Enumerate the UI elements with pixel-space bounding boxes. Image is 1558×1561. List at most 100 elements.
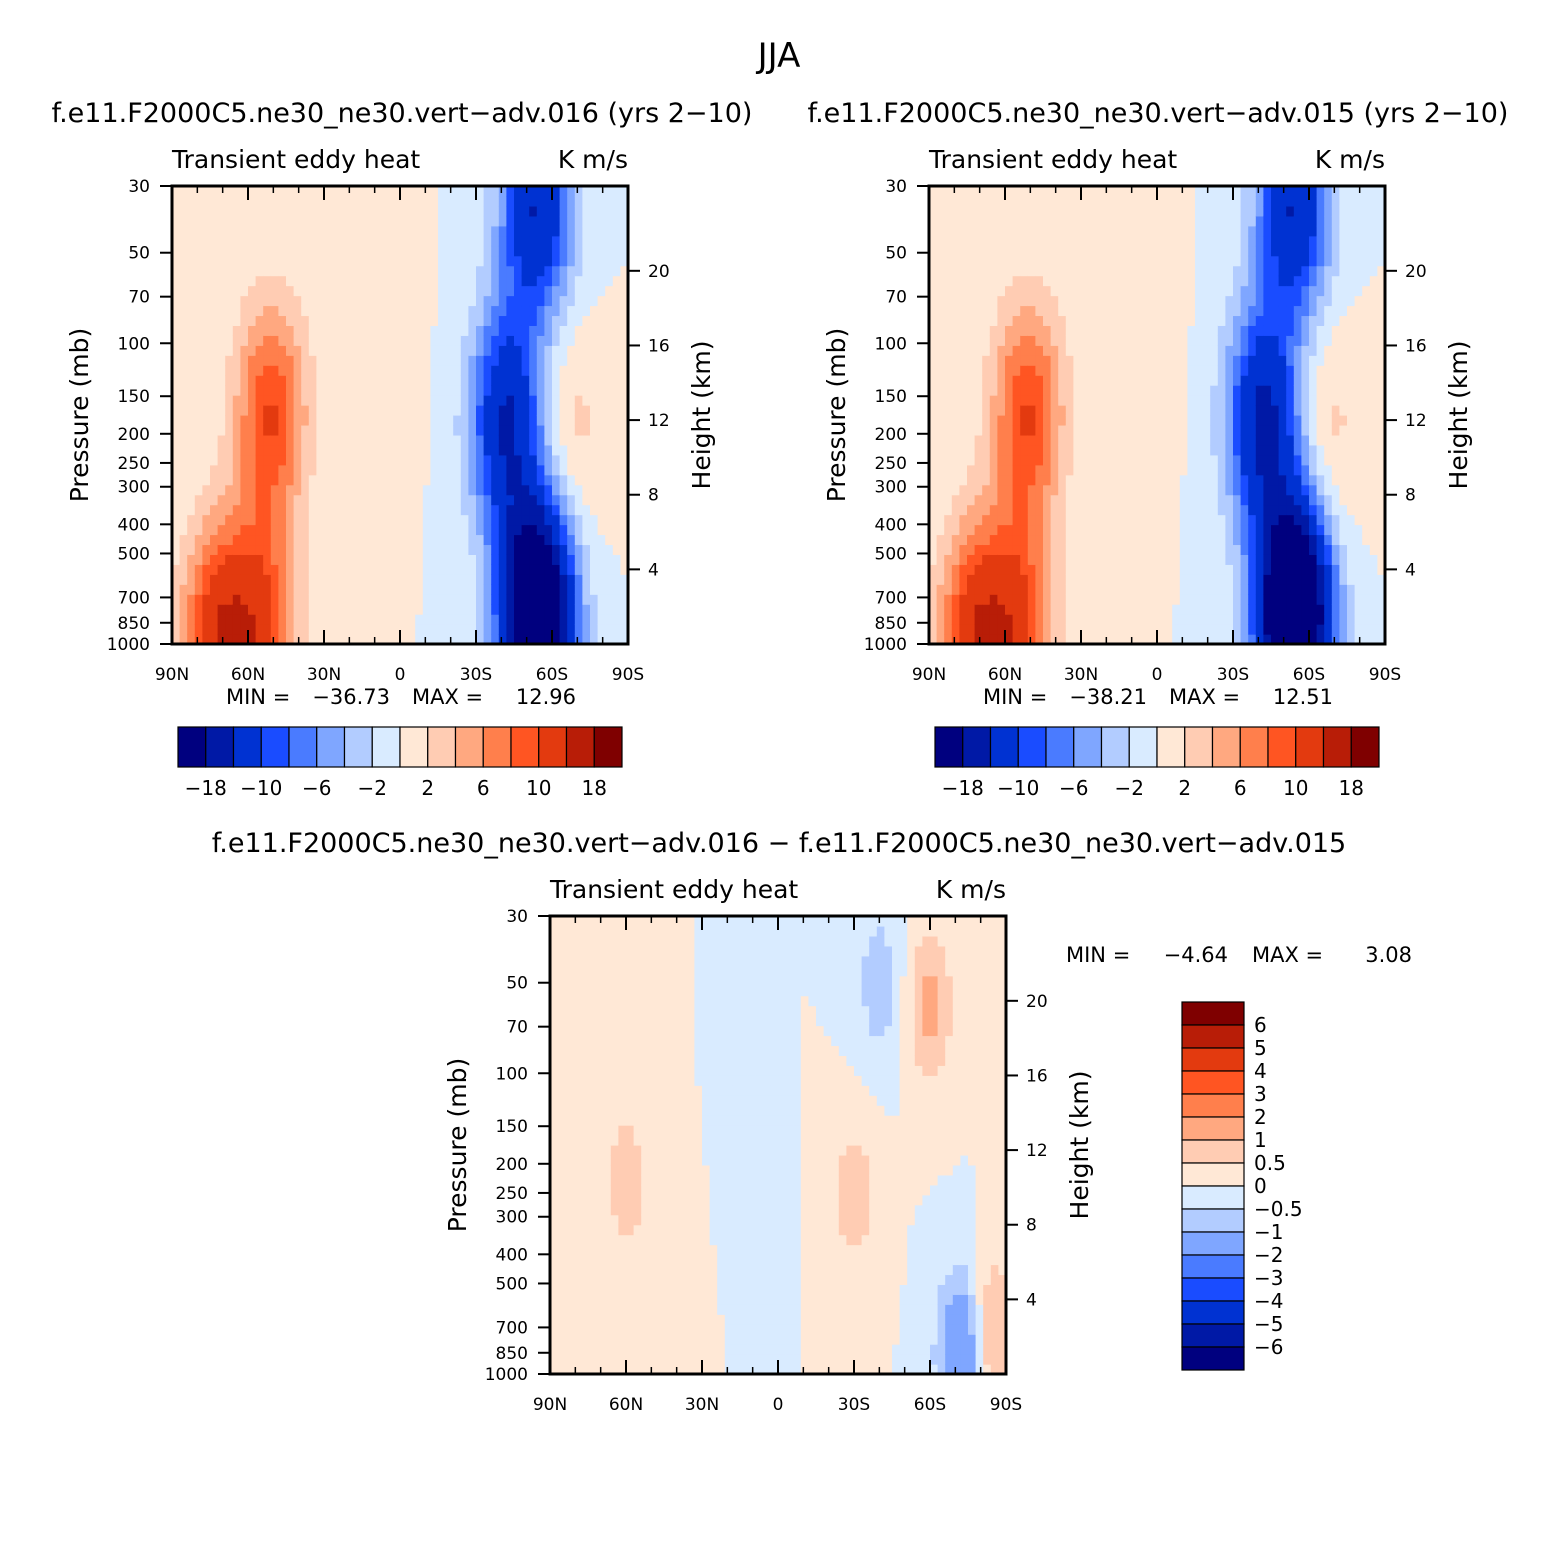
field-cell: [506, 186, 515, 197]
field-cell: [605, 405, 614, 416]
field-cell: [1210, 405, 1219, 416]
field-cell: [929, 305, 938, 317]
field-cell: [1164, 225, 1173, 237]
field-cell: [1012, 534, 1021, 546]
field-cell: [1141, 434, 1150, 446]
field-cell: [1164, 604, 1173, 615]
field-cell: [1195, 315, 1204, 326]
field-cell: [967, 245, 976, 257]
field-cell: [476, 385, 485, 396]
field-cell: [1187, 305, 1196, 317]
field-cell: [468, 245, 477, 257]
field-cell: [369, 225, 378, 237]
field-cell: [346, 305, 355, 317]
field-cell: [552, 464, 561, 476]
min-value: −36.73: [312, 685, 390, 709]
field-cell: [1012, 634, 1021, 645]
field-cell: [1263, 624, 1272, 635]
field-cell: [240, 385, 249, 396]
field-cell: [194, 574, 203, 585]
field-cell: [552, 225, 561, 237]
field-cell: [194, 235, 203, 247]
field-cell: [1172, 544, 1181, 555]
field-cell: [400, 225, 409, 237]
field-cell: [559, 186, 568, 197]
field-cell: [597, 255, 606, 267]
field-cell: [1149, 544, 1158, 555]
field-cell: [982, 624, 991, 635]
field-cell: [582, 624, 591, 635]
field-cell: [1248, 524, 1257, 536]
field-cell: [559, 604, 568, 615]
field-cell: [974, 444, 983, 456]
field-cell: [308, 484, 317, 496]
field-cell: [422, 385, 431, 396]
field-cell: [612, 554, 621, 565]
field-cell: [324, 235, 333, 247]
field-cell: [1157, 345, 1166, 356]
field-cell: [559, 594, 568, 605]
field-cell: [1233, 454, 1242, 466]
field-cell: [967, 375, 976, 386]
field-cell: [483, 405, 492, 416]
field-cell: [1157, 215, 1166, 227]
field-cell: [438, 624, 447, 635]
field-cell: [1126, 195, 1135, 207]
field-cell: [1255, 405, 1264, 416]
field-cell: [240, 195, 249, 207]
field-cell: [1225, 624, 1234, 635]
field-cell: [997, 375, 1006, 386]
field-cell: [1119, 564, 1128, 575]
field-cell: [369, 554, 378, 565]
field-cell: [1012, 514, 1021, 526]
field-cell: [1020, 594, 1029, 605]
field-cell: [460, 494, 469, 506]
field-cell: [536, 614, 545, 625]
field-cell: [559, 215, 568, 227]
y-right-tick-label: 12: [648, 411, 670, 431]
field-cell: [1210, 584, 1219, 595]
field-cell: [1195, 604, 1204, 615]
field-cell: [605, 434, 614, 446]
field-cell: [529, 614, 538, 625]
field-cell: [1157, 474, 1166, 486]
field-cell: [951, 634, 960, 645]
field-cell: [407, 434, 416, 446]
field-cell: [612, 494, 621, 506]
field-cell: [1202, 405, 1211, 416]
field-cell: [997, 464, 1006, 476]
field-cell: [620, 444, 629, 456]
field-cell: [407, 405, 416, 416]
field-cell: [1111, 345, 1120, 356]
field-cell: [172, 594, 181, 605]
field-cell: [1103, 365, 1112, 376]
field-cell: [483, 444, 492, 456]
field-cell: [468, 464, 477, 476]
field-cell: [1073, 494, 1082, 506]
field-cell: [1217, 385, 1226, 396]
field-cell: [172, 574, 181, 585]
field-cell: [559, 365, 568, 376]
field-cell: [498, 524, 507, 536]
field-cell: [929, 205, 938, 217]
x-tick-label: 90N: [155, 665, 189, 685]
field-cell: [217, 524, 226, 536]
field-cell: [997, 325, 1006, 336]
field-cell: [982, 235, 991, 247]
field-cell: [369, 594, 378, 605]
field-cell: [187, 554, 196, 565]
field-cell: [967, 454, 976, 466]
field-cell: [1126, 624, 1135, 635]
field-cell: [453, 215, 462, 227]
field-cell: [438, 245, 447, 257]
field-cell: [1103, 215, 1112, 227]
field-cell: [1172, 434, 1181, 446]
field-cell: [582, 365, 591, 376]
field-cell: [354, 564, 363, 575]
field-cell: [1271, 395, 1280, 406]
field-cell: [210, 285, 219, 297]
field-cell: [232, 564, 241, 575]
field-cell: [255, 345, 264, 356]
field-cell: [255, 375, 264, 386]
field-cell: [574, 315, 583, 326]
